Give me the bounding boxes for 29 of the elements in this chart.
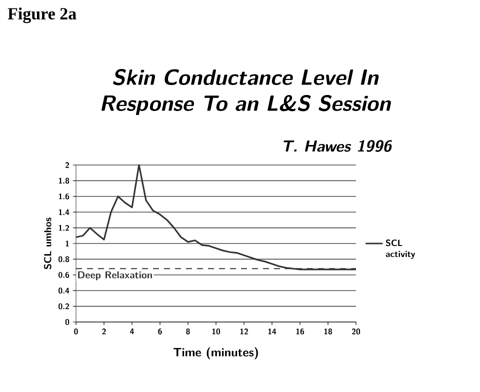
x-tick-label: 4 xyxy=(130,328,134,334)
x-tick-label: 18 xyxy=(324,328,332,334)
y-tick-label: 0.8 xyxy=(58,256,70,262)
y-tick-label: 1.8 xyxy=(58,178,70,184)
x-tick-label: 8 xyxy=(186,328,190,334)
y-tick-label: 0.2 xyxy=(58,303,70,310)
chart-subtitle: T. Hawes 1996 xyxy=(284,140,392,152)
legend-label: SCL activity xyxy=(386,240,415,259)
y-tick-label: 1.2 xyxy=(58,224,70,231)
y-tick-label: 1.6 xyxy=(58,193,70,200)
y-tick-label: 0.6 xyxy=(58,272,70,278)
x-tick-label: 6 xyxy=(158,328,162,334)
caption: Figure 2a xyxy=(8,8,76,24)
x-tick-label: 0 xyxy=(74,328,78,334)
x-tick-label: 2 xyxy=(102,328,106,334)
x-axis-title: Time (minutes) xyxy=(173,347,258,360)
y-tick-label: 0 xyxy=(65,319,70,325)
x-tick-label: 10 xyxy=(212,328,220,334)
x-tick-label: 16 xyxy=(296,328,304,334)
chart-title: Skin Conductance Level In Response To an L&S Session xyxy=(102,68,391,116)
y-tick-label: 1.4 xyxy=(58,209,70,215)
y-axis-title: SCL umhos xyxy=(44,218,52,270)
ref-line-label: Deep Relaxation xyxy=(78,271,152,280)
y-tick-label: 0.4 xyxy=(58,288,70,294)
x-tick-label: 14 xyxy=(268,328,276,334)
x-tick-label: 12 xyxy=(240,328,248,334)
y-tick-label: 1 xyxy=(66,240,69,246)
y-tick-label: 2 xyxy=(65,162,70,168)
x-tick-label: 20 xyxy=(352,328,360,334)
